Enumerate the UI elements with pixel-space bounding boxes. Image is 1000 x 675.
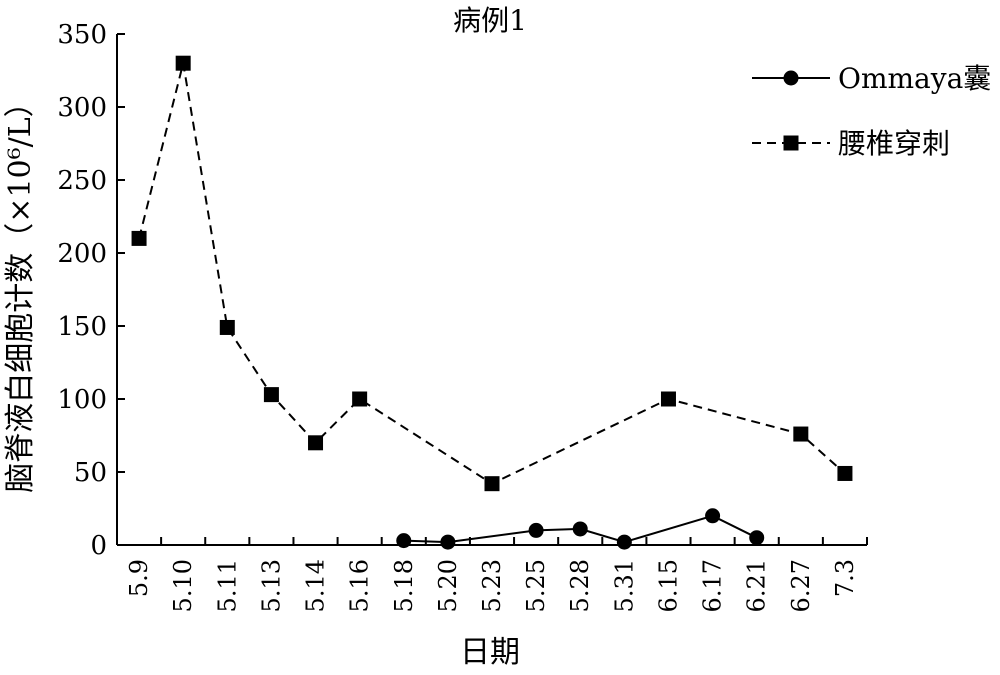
y-tick-label: 50 (74, 458, 107, 488)
x-tick-label: 5.23 (478, 559, 506, 612)
data-point-square (837, 465, 853, 481)
data-point-circle (396, 533, 412, 549)
data-point-square (308, 435, 324, 451)
y-tick-label: 300 (57, 93, 107, 123)
x-axis-title: 日期 (460, 635, 520, 670)
x-tick-label: 6.15 (654, 559, 682, 612)
y-tick-label: 0 (90, 531, 107, 561)
data-point-square (175, 55, 191, 71)
data-point-square (793, 426, 809, 442)
data-point-square (131, 230, 147, 246)
data-point-square (263, 387, 279, 403)
y-tick-label: 350 (57, 20, 107, 50)
data-point-circle (616, 534, 632, 550)
x-tick-label: 5.28 (566, 559, 594, 612)
legend-label-2: 腰椎穿刺 (838, 127, 950, 160)
data-point-circle (749, 530, 765, 546)
y-tick-label: 150 (57, 312, 107, 342)
data-point-square (219, 319, 235, 335)
y-tick-label: 100 (57, 385, 107, 415)
y-tick-label: 250 (57, 166, 107, 196)
x-tick-label: 6.27 (787, 559, 815, 612)
x-tick-label: 6.17 (699, 559, 727, 612)
data-point-square (660, 391, 676, 407)
x-tick-label: 5.18 (390, 559, 418, 612)
legend-marker-square (783, 135, 799, 151)
legend-label-1: Ommaya囊 (838, 62, 991, 95)
x-tick-label: 5.13 (257, 559, 285, 612)
x-tick-label: 5.9 (125, 559, 153, 597)
x-tick-label: 7.3 (831, 559, 859, 597)
x-tick-label: 5.11 (213, 559, 241, 612)
data-point-circle (572, 521, 588, 537)
y-axis-title: 脑脊液白细胞计数（×10⁶/L） (3, 87, 38, 492)
x-tick-label: 5.25 (522, 559, 550, 612)
x-tick-label: 5.31 (610, 559, 638, 612)
x-tick-label: 5.16 (346, 559, 374, 612)
x-tick-label: 5.10 (169, 559, 197, 612)
series-line-2 (138, 62, 846, 485)
chart-title: 病例1 (453, 4, 527, 37)
data-point-circle (440, 534, 456, 550)
axes: 0 50 100 150 200 250 300 350 5.9 5.10 5.11 5.13 5.14… (57, 20, 868, 612)
legend-marker-circle (783, 70, 799, 86)
y-tick-label: 200 (57, 239, 107, 269)
data-point-square (484, 476, 500, 492)
series-layer (131, 55, 853, 550)
x-tick-label: 5.14 (302, 559, 330, 612)
data-point-circle (705, 508, 721, 524)
data-point-circle (528, 522, 544, 538)
x-tick-label: 5.20 (434, 559, 462, 612)
x-tick-label: 6.21 (743, 559, 771, 612)
data-point-square (352, 391, 368, 407)
